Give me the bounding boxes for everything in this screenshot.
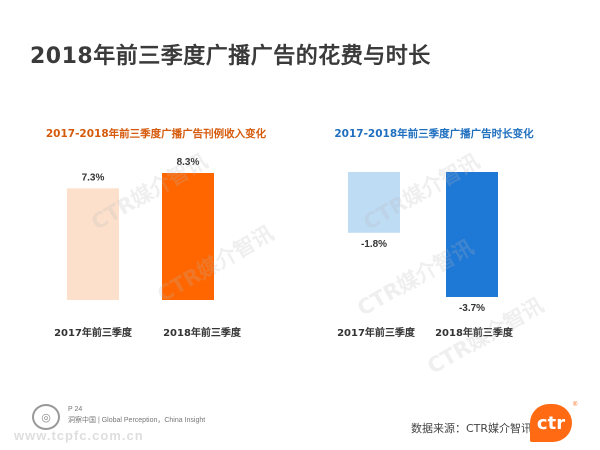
chart-2-category-label-2: 2018年前三季度	[435, 326, 514, 339]
chart-1-bar-2	[162, 173, 214, 300]
registered-mark: ®	[573, 402, 578, 408]
chart-2-bar-2	[446, 172, 498, 297]
site-watermark: www.tcpfc.com.cn	[14, 428, 144, 443]
page-title: 2018年前三季度广播广告的花费与时长	[30, 44, 431, 69]
chart-1-title: 2017-2018年前三季度广播广告刊例收入变化	[46, 127, 267, 140]
chart-1-category-label-1: 2017年前三季度	[54, 326, 133, 339]
chart-2-data-label-2: -3.7%	[459, 303, 485, 314]
data-source: 数据来源：CTR媒介智讯	[411, 422, 533, 435]
chart-2-bar-1	[348, 172, 400, 233]
chart-2-data-label-1: -1.8%	[361, 239, 387, 250]
certification-badge-icon: ◎	[32, 404, 60, 430]
chart-1-data-label-1: 7.3%	[82, 172, 105, 183]
chart-2-category-label-1: 2017年前三季度	[337, 326, 416, 339]
chart-1-bar-1	[67, 188, 119, 300]
ctr-logo: ctr	[530, 404, 572, 442]
footer-left: ◎ P 24 洞察中国 | Global Perception，China In…	[32, 404, 205, 430]
chart-1-category-label-2: 2018年前三季度	[163, 326, 242, 339]
page-number: P 24	[68, 406, 83, 413]
chart-1-data-label-2: 8.3%	[177, 157, 200, 168]
chart-2-title: 2017-2018年前三季度广播广告时长变化	[334, 127, 534, 140]
footer-text: P 24 洞察中国 | Global Perception，China Insi…	[68, 404, 205, 426]
footer-tagline: 洞察中国 | Global Perception，China Insight	[68, 417, 206, 424]
